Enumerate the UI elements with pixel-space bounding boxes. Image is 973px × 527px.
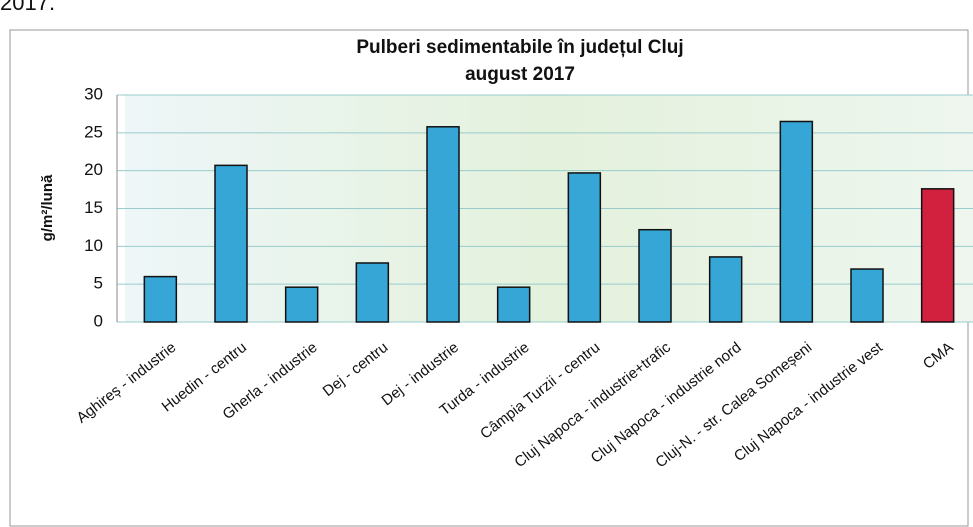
bar bbox=[920, 188, 955, 323]
y-tick-label: 25 bbox=[84, 122, 103, 141]
bar bbox=[214, 164, 248, 323]
y-axis-label: g/m²/lună bbox=[39, 174, 56, 241]
x-tick-label: Câmpia Turzii - centru bbox=[477, 339, 603, 443]
bar bbox=[496, 286, 531, 323]
bar bbox=[850, 268, 884, 323]
chart-title: Pulberi sedimentabile în județul Cluj bbox=[356, 37, 683, 58]
caption-fragment: 2017. bbox=[0, 0, 55, 15]
y-tick-label: 10 bbox=[84, 236, 103, 255]
bar bbox=[426, 126, 460, 323]
x-tick-label: CMA bbox=[920, 339, 957, 373]
bar bbox=[143, 275, 178, 323]
x-tick-label: Aghireș - industrie bbox=[74, 339, 180, 427]
bar bbox=[779, 120, 814, 323]
bar bbox=[567, 172, 602, 323]
y-tick-label: 30 bbox=[84, 84, 103, 103]
y-tick-label: 15 bbox=[84, 198, 103, 217]
y-tick-label: 20 bbox=[84, 160, 103, 179]
bar bbox=[638, 228, 672, 323]
x-tick-label: Cluj Napoca - industrie vest bbox=[731, 338, 887, 465]
y-tick-label: 0 bbox=[94, 311, 103, 330]
bar bbox=[284, 286, 319, 323]
bar bbox=[355, 262, 390, 323]
bar bbox=[708, 256, 743, 323]
chart-subtitle: august 2017 bbox=[465, 64, 575, 85]
y-tick-label: 5 bbox=[94, 274, 103, 293]
x-tick-label: Dej - centru bbox=[320, 339, 392, 400]
